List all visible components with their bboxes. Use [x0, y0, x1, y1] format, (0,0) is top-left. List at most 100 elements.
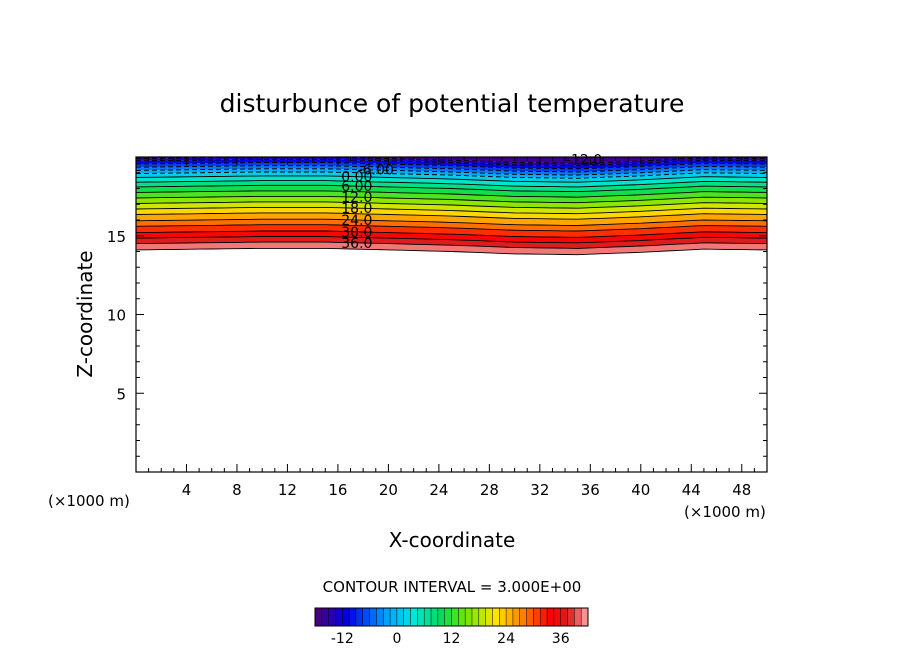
contour-band [136, 207, 767, 220]
contour-line [135, 206, 768, 215]
x-tick-label: 16 [328, 481, 347, 499]
contour-band [136, 185, 767, 198]
colorbar-swatch [492, 608, 500, 626]
x-tick-label: 12 [278, 481, 297, 499]
colorbar-tick-label: 0 [392, 631, 401, 647]
contour-band [136, 162, 767, 172]
contour-line [135, 165, 768, 173]
contour-line [135, 171, 768, 179]
colorbar-swatch [519, 608, 527, 626]
x-axis-ticks: 4 8 12 16 20 24 28 32 36 40 44 48 [148, 157, 755, 499]
contour-band [136, 172, 767, 183]
contour-label: -12.0 [566, 152, 602, 168]
colorbar-swatch [321, 608, 329, 626]
colorbar-swatch [403, 608, 411, 626]
contour-band [136, 168, 767, 179]
y-tick-label: 10 [107, 307, 126, 325]
filled-contours [136, 157, 767, 255]
colorbar-swatch [499, 608, 507, 626]
x-tick-label: 48 [732, 481, 751, 499]
colorbar-tick-label: 12 [443, 631, 461, 647]
colorbar-swatch [390, 608, 398, 626]
colorbar-swatch [533, 608, 541, 626]
contour-line [135, 162, 768, 170]
contour-line [135, 180, 768, 188]
colorbar-swatch [553, 608, 561, 626]
contour-band [136, 175, 767, 187]
x-tick-label: 44 [682, 481, 701, 499]
contour-label: 0.00 [341, 170, 372, 186]
colorbar-swatch [471, 608, 480, 626]
x-tick-label: 20 [379, 481, 398, 499]
colorbar-swatch [560, 608, 568, 626]
x-tick-label: 24 [429, 481, 448, 499]
colorbar-swatch [369, 608, 377, 626]
contour-label: 18.0 [341, 201, 372, 217]
x-tick-label: 36 [581, 481, 600, 499]
contour-line [135, 168, 768, 176]
colorbar-swatch [451, 608, 459, 626]
contour-band [136, 201, 767, 214]
colorbar-swatch [315, 608, 323, 626]
colorbar-swatch [458, 608, 466, 626]
colorbar-swatch [342, 608, 350, 626]
y-tick-label: 5 [116, 385, 126, 403]
colorbar-swatch [574, 608, 582, 626]
contour-band [136, 165, 767, 176]
contour-line [135, 247, 768, 256]
contour-band [136, 157, 767, 166]
contour-line [135, 190, 768, 198]
x-tick-label: 8 [232, 481, 242, 499]
colorbar-swatch [567, 608, 575, 626]
contour-label: 36.0 [341, 236, 372, 252]
contour-band [136, 231, 767, 243]
colorbar-swatch [512, 608, 521, 626]
x-tick-label: 4 [182, 481, 192, 499]
colorbar-swatch [540, 608, 548, 626]
colorbar-swatch [424, 608, 432, 626]
y-unit-label: (×1000 m) [684, 503, 766, 521]
colorbar-swatch [526, 608, 534, 626]
contour-line [135, 230, 768, 238]
x-tick-label: 32 [530, 481, 549, 499]
contour-band [136, 180, 767, 192]
contour-line [135, 175, 768, 183]
x-axis-label: X-coordinate [389, 528, 516, 552]
colorbar-swatch [328, 608, 336, 626]
colorbar-frame [314, 607, 589, 627]
colorbar-swatch [362, 608, 370, 626]
colorbar-swatch [581, 608, 589, 626]
contour-line [135, 218, 768, 226]
contour-label: 6.00 [341, 179, 372, 195]
colorbar-swatch [383, 608, 391, 626]
colorbar-tick-label: 24 [497, 631, 515, 647]
contour-band [136, 219, 767, 231]
colorbar-swatch [485, 608, 493, 626]
contour-line [135, 184, 768, 193]
contour-band [136, 212, 767, 226]
colorbar-swatch [376, 608, 384, 626]
colorbar-swatch [431, 608, 439, 626]
colorbar-swatch [417, 608, 425, 626]
x-tick-label: 40 [631, 481, 650, 499]
contour-band [136, 224, 767, 238]
colorbar-swatch [437, 608, 445, 626]
colorbar-tick-label: -12 [331, 631, 354, 647]
colorbar-swatch [506, 608, 514, 626]
chart-title: disturbunce of potential temperature [220, 89, 685, 118]
colorbar-swatch [396, 608, 405, 626]
contour-label: 24.0 [341, 213, 372, 229]
contour-line [135, 212, 768, 220]
x-tick-label: 28 [480, 481, 499, 499]
colorbar-tick-label: 36 [552, 631, 570, 647]
colorbar-swatch [547, 608, 555, 626]
contour-line [135, 224, 768, 232]
contour-interval-label: CONTOUR INTERVAL = 3.000E+00 [323, 578, 582, 596]
contour-label: -6.00 [358, 163, 394, 179]
contour-label: 30.0 [341, 225, 372, 241]
colorbar-swatch [349, 608, 357, 626]
contour-line [135, 201, 768, 209]
colorbar-swatch [355, 608, 364, 626]
contour-label: 12.0 [341, 190, 372, 206]
